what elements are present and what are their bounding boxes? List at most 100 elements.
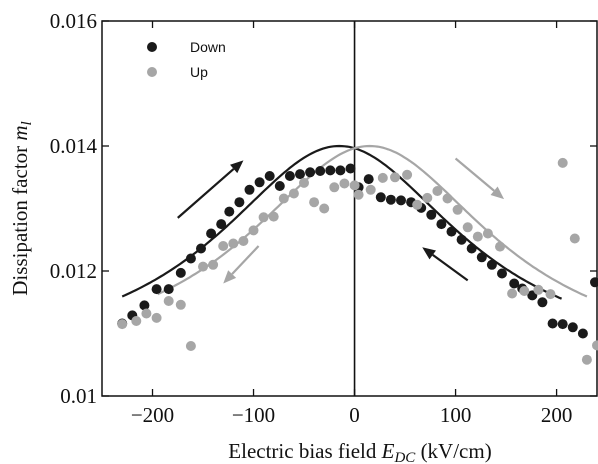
data-point-up — [258, 212, 269, 223]
data-point-down — [486, 259, 497, 270]
data-point-up — [365, 184, 376, 195]
trend-arrow-head — [490, 186, 505, 200]
data-point-down — [363, 174, 374, 185]
data-point-down — [163, 284, 174, 295]
data-point-down — [557, 319, 568, 330]
data-point-up — [309, 197, 320, 208]
data-point-up — [141, 308, 152, 319]
data-point-up — [422, 192, 433, 203]
data-point-up — [339, 178, 350, 189]
data-point-down — [284, 171, 295, 181]
data-point-up — [557, 157, 568, 168]
data-point-down — [244, 184, 255, 195]
data-point-up — [248, 225, 259, 236]
data-point-down — [151, 284, 162, 295]
data-point-down — [577, 328, 588, 339]
data-point-down — [345, 163, 356, 174]
trend-arrow-head — [230, 160, 244, 174]
data-point-up — [452, 204, 463, 215]
data-point-down — [497, 268, 507, 279]
x-axis-label-symbol: E — [381, 439, 395, 463]
data-point-down — [175, 267, 186, 278]
x-axis-ticks: −200 −100 0 100 200 — [131, 21, 572, 427]
trend-arrow-shaft — [231, 245, 260, 275]
data-point-up — [462, 222, 473, 233]
data-point-down — [139, 300, 150, 311]
data-point-down — [315, 166, 326, 176]
data-point-down — [216, 219, 227, 230]
y-tick-label: 0.012 — [50, 259, 97, 283]
legend-marker-up — [147, 67, 157, 77]
data-point-down — [385, 194, 396, 205]
plot-frame — [101, 20, 598, 397]
x-tick-label: 100 — [440, 403, 472, 427]
data-point-down — [436, 219, 447, 230]
y-axis-ticks: 0.01 0.012 0.014 0.016 — [50, 9, 597, 408]
data-point-up — [329, 182, 340, 193]
fit-curve-up — [157, 144, 588, 298]
trend-arrows — [177, 157, 505, 284]
data-point-down — [396, 195, 406, 206]
data-point-down — [567, 322, 578, 333]
data-point-up — [353, 189, 364, 200]
data-points — [117, 157, 598, 365]
data-point-up — [131, 316, 142, 326]
data-point-up — [390, 172, 400, 183]
data-point-down — [234, 197, 245, 208]
data-point-up — [278, 193, 289, 204]
x-tick-label: −100 — [232, 403, 275, 427]
legend: Down Up — [147, 39, 226, 80]
data-point-down — [466, 243, 477, 254]
data-point-up — [402, 169, 413, 180]
data-point-up — [472, 231, 483, 242]
data-point-up — [238, 236, 249, 246]
y-tick-label: 0.014 — [50, 134, 98, 158]
x-axis-label-subscript: DC — [393, 450, 416, 464]
data-point-up — [175, 299, 186, 310]
data-point-up — [592, 340, 598, 351]
data-point-up — [299, 177, 309, 188]
y-axis-label: Dissipation factor ml — [8, 121, 35, 295]
y-axis-label-subscript: l — [19, 121, 35, 125]
data-point-down — [446, 226, 457, 237]
data-point-down — [426, 209, 437, 220]
data-point-up — [208, 259, 219, 270]
y-tick-label: 0.016 — [50, 9, 97, 33]
data-point-up — [268, 211, 279, 222]
data-point-down — [509, 278, 520, 289]
fit-curve-down — [121, 144, 563, 300]
data-point-down — [224, 206, 235, 217]
data-point-down — [476, 252, 487, 263]
data-point-down — [590, 277, 598, 288]
data-point-up — [198, 261, 208, 272]
legend-marker-down — [147, 42, 157, 52]
data-point-up — [349, 180, 360, 191]
data-point-up — [581, 354, 592, 365]
data-point-up — [569, 233, 580, 244]
legend-label-up: Up — [190, 64, 208, 80]
trend-arrow-head — [422, 247, 436, 260]
data-point-up — [117, 319, 128, 330]
data-point-up — [507, 288, 518, 299]
x-tick-label: −200 — [131, 403, 174, 427]
data-point-down — [254, 177, 265, 188]
data-point-up — [185, 341, 196, 351]
data-point-up — [519, 286, 530, 296]
legend-label-down: Down — [190, 39, 226, 55]
data-point-up — [218, 241, 229, 251]
data-point-down — [537, 297, 548, 308]
y-axis-label-main: Dissipation factor — [8, 141, 32, 296]
data-point-down — [547, 318, 558, 329]
data-point-up — [495, 241, 505, 252]
y-tick-label: 0.01 — [60, 384, 97, 408]
data-point-up — [432, 186, 443, 196]
data-point-up — [288, 188, 299, 199]
data-point-up — [442, 193, 453, 204]
y-axis-label-symbol: m — [8, 125, 32, 140]
data-point-up — [151, 312, 162, 323]
data-point-down — [185, 253, 196, 264]
data-point-up — [163, 296, 174, 306]
x-axis-label: Electric bias field EDC (kV/cm) — [228, 439, 491, 464]
trend-arrow-head — [223, 270, 237, 284]
